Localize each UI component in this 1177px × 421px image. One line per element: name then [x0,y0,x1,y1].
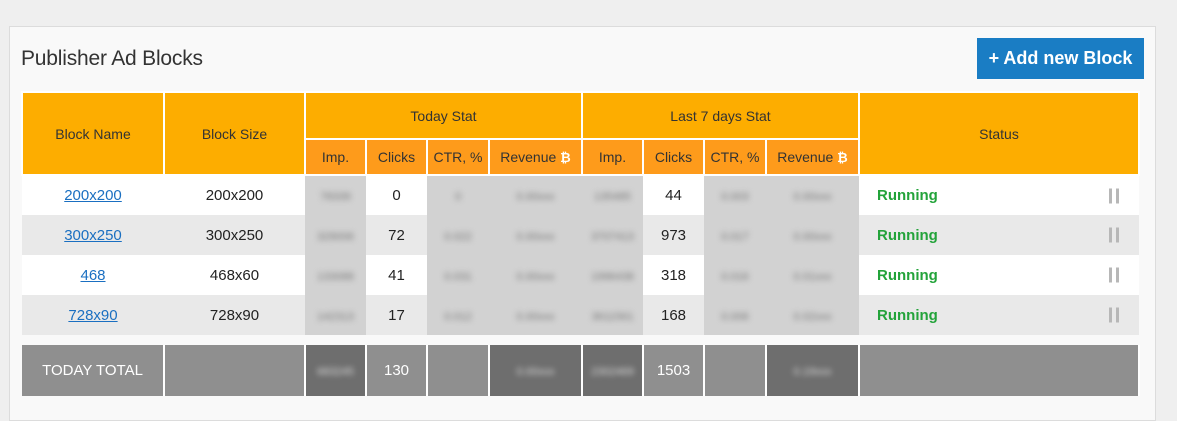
today-ctr-cell: 0.031 [427,255,489,295]
pause-icon[interactable] [1109,307,1119,323]
add-new-block-button[interactable]: + Add new Block [977,38,1144,79]
block-name-link[interactable]: 728x90 [68,306,118,324]
last7-revenue-cell: 0.00xxx [766,175,859,215]
header-today-revenue: Revenue ₿ [488,138,583,176]
last7-imp-cell: 3707413 [582,215,643,255]
total-today-revenue: 0.00xxx [489,345,583,396]
today-revenue-cell: 0.00xxx [489,215,582,255]
block-name-link[interactable]: 200x200 [64,187,122,204]
last7-ctr-cell: 0.017 [704,215,766,255]
last7-clicks-cell: 168 [643,295,704,335]
total-last7-ctr [704,345,767,396]
total-today-ctr [427,345,490,396]
header-last7-ctr: CTR, % [703,138,767,176]
last7-clicks-cell: 973 [643,215,704,255]
last7-revenue-cell: 0.00xxx [766,215,859,255]
last7-ctr-cell: 0.003 [704,175,766,215]
today-total-row: TODAY TOTAL 683245 130 0.00xxx 2302469 1… [22,345,1140,396]
last7-imp-cell: 135485 [582,175,643,215]
status-running: Running [877,187,938,204]
today-imp-cell: 329006 [305,215,366,255]
total-last7-revenue: 0.19xxx [766,345,860,396]
block-name-cell: 200x200 [22,175,164,215]
header-block-name: Block Name [21,91,165,176]
today-clicks-cell: 41 [366,255,427,295]
header-today-clicks: Clicks [365,138,428,176]
pause-icon[interactable] [1109,267,1119,283]
today-revenue-cell: 0.00xxx [489,255,582,295]
ad-blocks-table: Block Name Block Size Today Stat Last 7 … [21,91,1140,396]
page-title: Publisher Ad Blocks [21,47,203,70]
header-last7-clicks: Clicks [642,138,705,176]
total-today-clicks: 130 [366,345,428,396]
last7-imp-cell: 3611561 [582,295,643,335]
table-row: 200x200 200x200 78339 0 0 0.00xxx 135485… [22,175,1139,215]
table-row: 468 468x60 133088 41 0.031 0.00xxx 19964… [22,255,1139,295]
header-last7-imp: Imp. [581,138,644,176]
today-clicks-cell: 17 [366,295,427,335]
table-row: 728x90 728x90 142313 17 0.012 0.00xxx 36… [22,295,1139,335]
total-today-imp: 683245 [305,345,367,396]
block-size-cell: 728x90 [164,295,305,335]
block-name-cell: 728x90 [22,295,164,335]
status-running: Running [877,306,938,324]
header-last7-stat: Last 7 days Stat [581,91,860,140]
today-clicks-cell: 0 [366,175,427,215]
block-size-cell: 468x60 [164,255,305,295]
block-name-link[interactable]: 468 [80,266,106,284]
today-imp-cell: 78339 [305,175,366,215]
today-ctr-cell: 0 [427,175,489,215]
status-cell: Running [859,175,1139,215]
last7-ctr-cell: 0.006 [704,295,766,335]
ad-blocks-panel: Publisher Ad Blocks + Add new Block Bloc… [9,26,1156,421]
block-name-cell: 468 [22,255,164,295]
status-cell: Running [859,295,1139,335]
today-ctr-cell: 0.012 [427,295,489,335]
today-clicks-cell: 72 [366,215,427,255]
status-running: Running [877,266,938,284]
status-cell: Running [859,215,1139,255]
header-status: Status [858,91,1140,176]
block-size-cell: 200x200 [164,175,305,215]
block-name-cell: 300x250 [22,215,164,255]
total-last7-clicks: 1503 [643,345,705,396]
header-today-stat: Today Stat [304,91,583,140]
status-running: Running [877,226,938,244]
header-today-imp: Imp. [304,138,367,176]
last7-clicks-cell: 44 [643,175,704,215]
today-imp-cell: 142313 [305,295,366,335]
table-spacer [22,335,1139,345]
last7-revenue-cell: 0.01xxx [766,255,859,295]
last7-ctr-cell: 0.016 [704,255,766,295]
bitcoin-icon: ₿ [560,150,571,165]
block-name-link[interactable]: 300x250 [64,226,122,244]
status-cell: Running [859,255,1139,295]
header-block-size: Block Size [163,91,306,176]
total-empty [164,345,306,396]
today-ctr-cell: 0.022 [427,215,489,255]
block-size-cell: 300x250 [164,215,305,255]
pause-icon[interactable] [1109,227,1119,243]
total-label: TODAY TOTAL [22,345,165,396]
today-imp-cell: 133088 [305,255,366,295]
header-today-ctr: CTR, % [426,138,490,176]
pause-icon[interactable] [1109,188,1119,203]
header-last7-revenue: Revenue ₿ [765,138,860,176]
total-status [859,345,1140,396]
today-revenue-cell: 0.00xxx [489,175,582,215]
today-revenue-cell: 0.00xxx [489,295,582,335]
last7-imp-cell: 1996438 [582,255,643,295]
last7-clicks-cell: 318 [643,255,704,295]
last7-revenue-cell: 0.02xxx [766,295,859,335]
total-last7-imp: 2302469 [582,345,644,396]
bitcoin-icon: ₿ [837,150,848,165]
table-row: 300x250 300x250 329006 72 0.022 0.00xxx … [22,215,1139,255]
